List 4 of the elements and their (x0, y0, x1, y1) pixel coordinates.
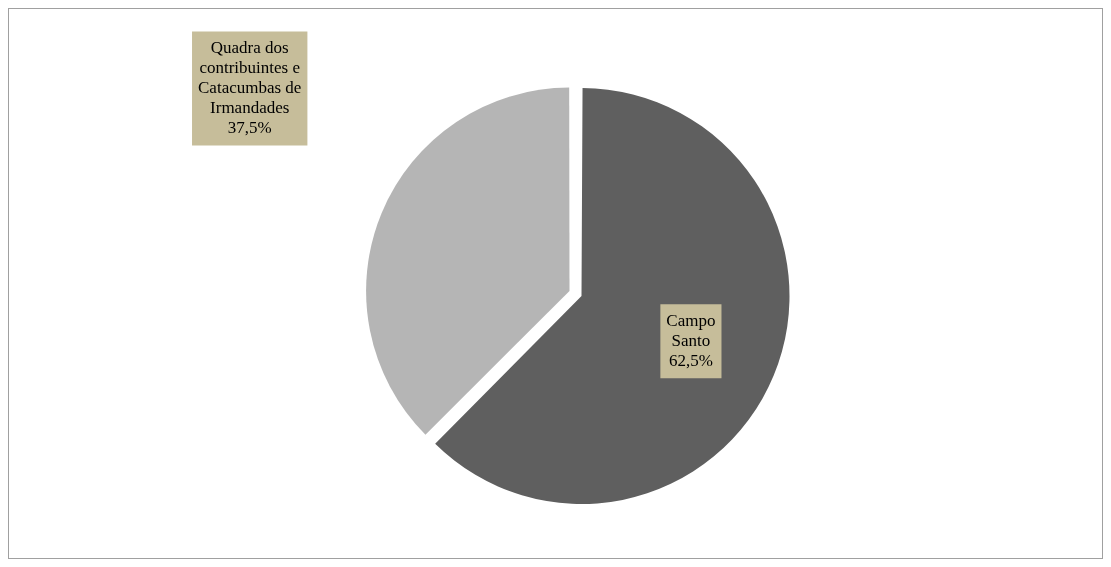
data-label: 62,5% (668, 350, 713, 370)
slice-label: Campo Santo (666, 310, 716, 350)
data-label: 37,5% (227, 118, 272, 138)
slice-label: Quadra dos contribuintes e Catacumbas de Irmandades (198, 38, 302, 118)
